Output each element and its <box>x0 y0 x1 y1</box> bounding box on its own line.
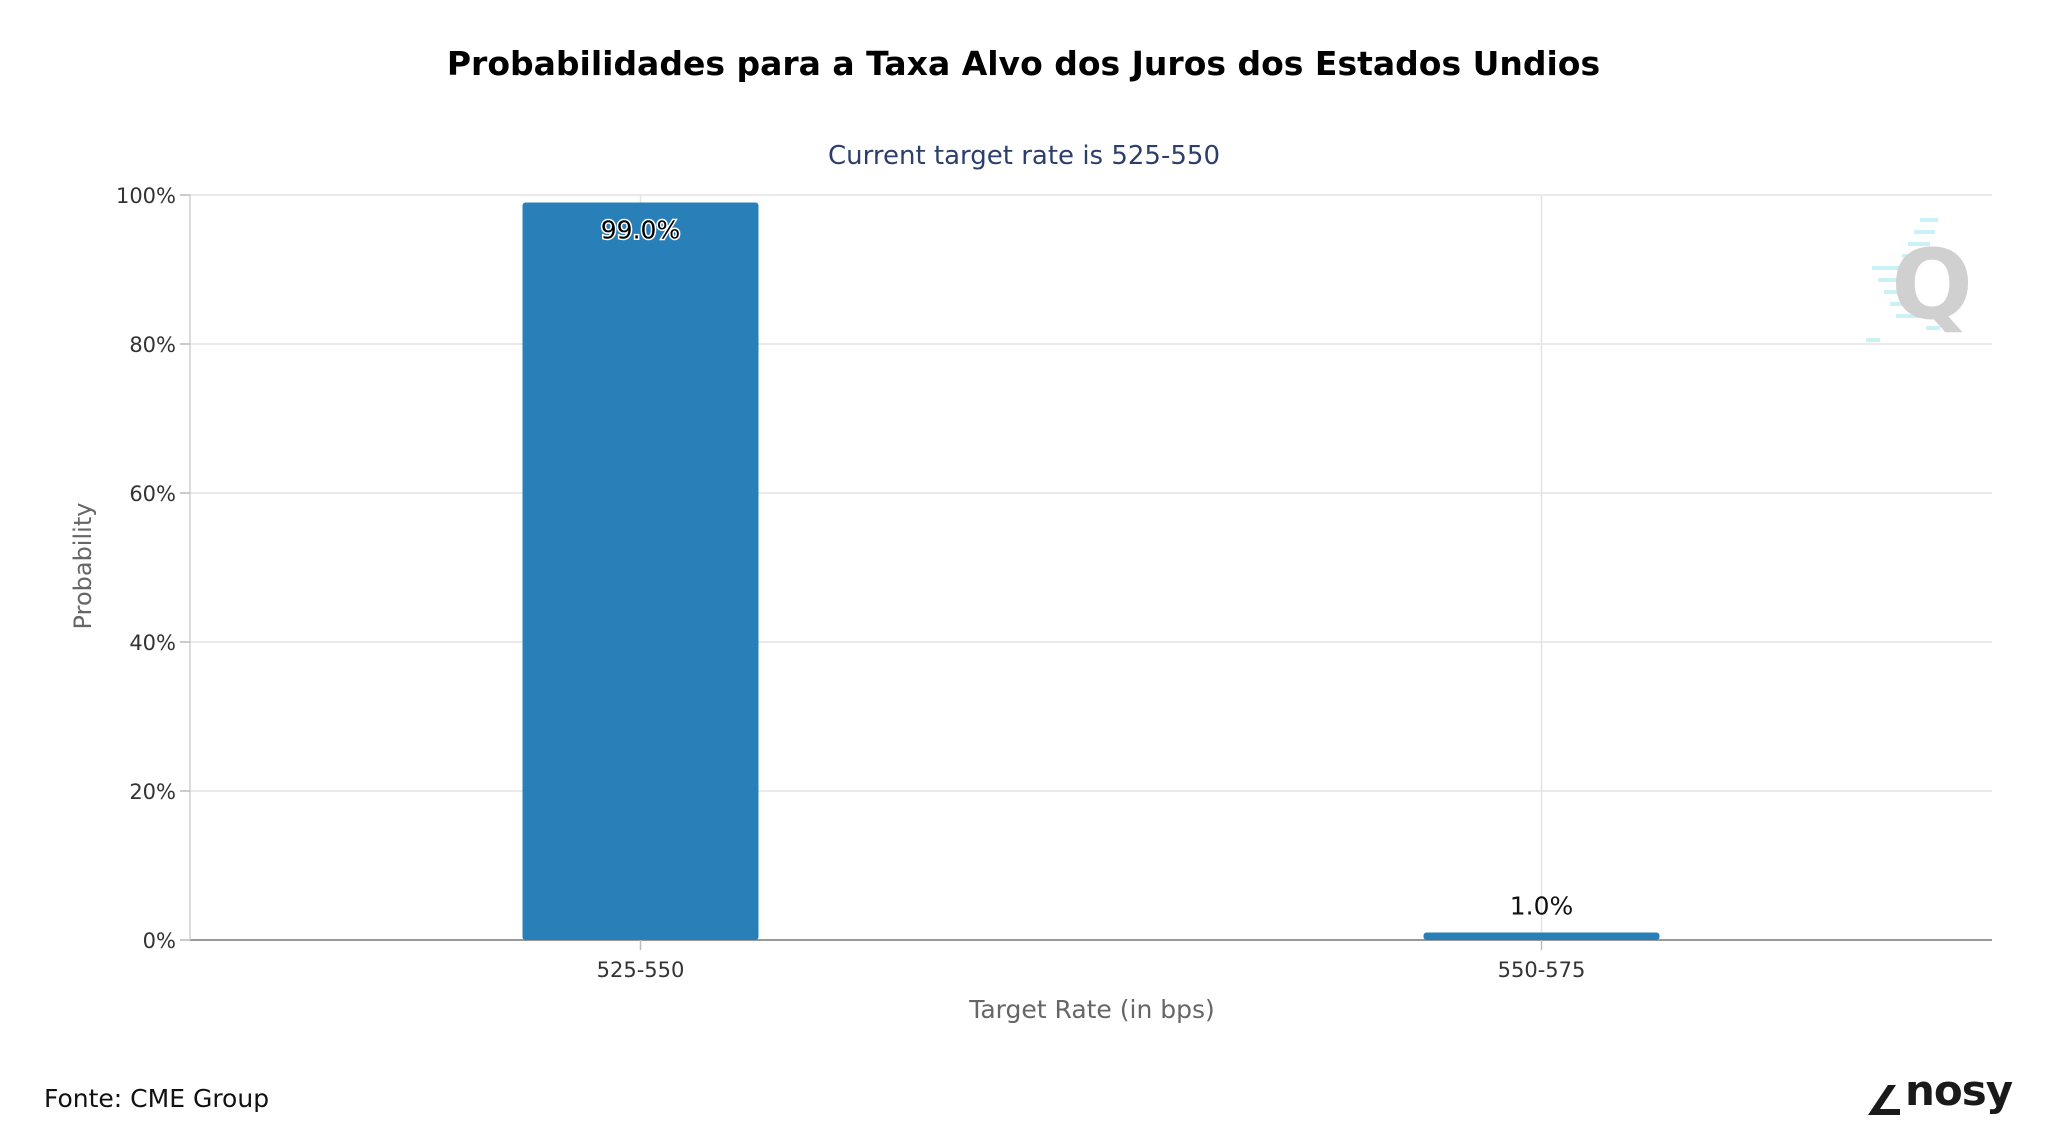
grid-lines <box>189 194 1992 941</box>
bar <box>1423 932 1660 940</box>
watermark-q-icon: Q <box>1866 218 1973 342</box>
y-tick-label: 0% <box>143 929 176 953</box>
page-title: Probabilidades para a Taxa Alvo dos Juro… <box>446 44 1601 83</box>
data-labels: 99.0% 1.0% <box>599 214 1574 921</box>
bar <box>522 202 759 940</box>
chart-subtitle: Current target rate is 525-550 <box>828 141 1220 171</box>
y-tick-label: 80% <box>129 333 176 357</box>
svg-text:Q: Q <box>1891 229 1973 341</box>
brand-name: nosy <box>1905 1066 2013 1115</box>
x-tick-label: 550-575 <box>1498 958 1586 982</box>
y-tick-label: 20% <box>129 780 176 804</box>
source-note: Fonte: CME Group <box>44 1084 270 1113</box>
y-tick-label: 40% <box>129 631 176 655</box>
x-axis-title: Target Rate (in bps) <box>968 995 1215 1024</box>
data-label: 1.0% <box>1510 892 1574 921</box>
axis-ticks: 0% 20% 40% 60% 80% 100% 525-550 550-575 <box>116 184 1585 982</box>
bars <box>522 202 1660 940</box>
y-tick-label: 100% <box>116 184 176 208</box>
y-tick-label: 60% <box>129 482 176 506</box>
y-axis-title: Probability <box>69 503 97 630</box>
data-label: 99.0% <box>601 215 680 244</box>
brand-logo-icon <box>1868 1085 1900 1115</box>
x-tick-label: 525-550 <box>597 958 685 982</box>
